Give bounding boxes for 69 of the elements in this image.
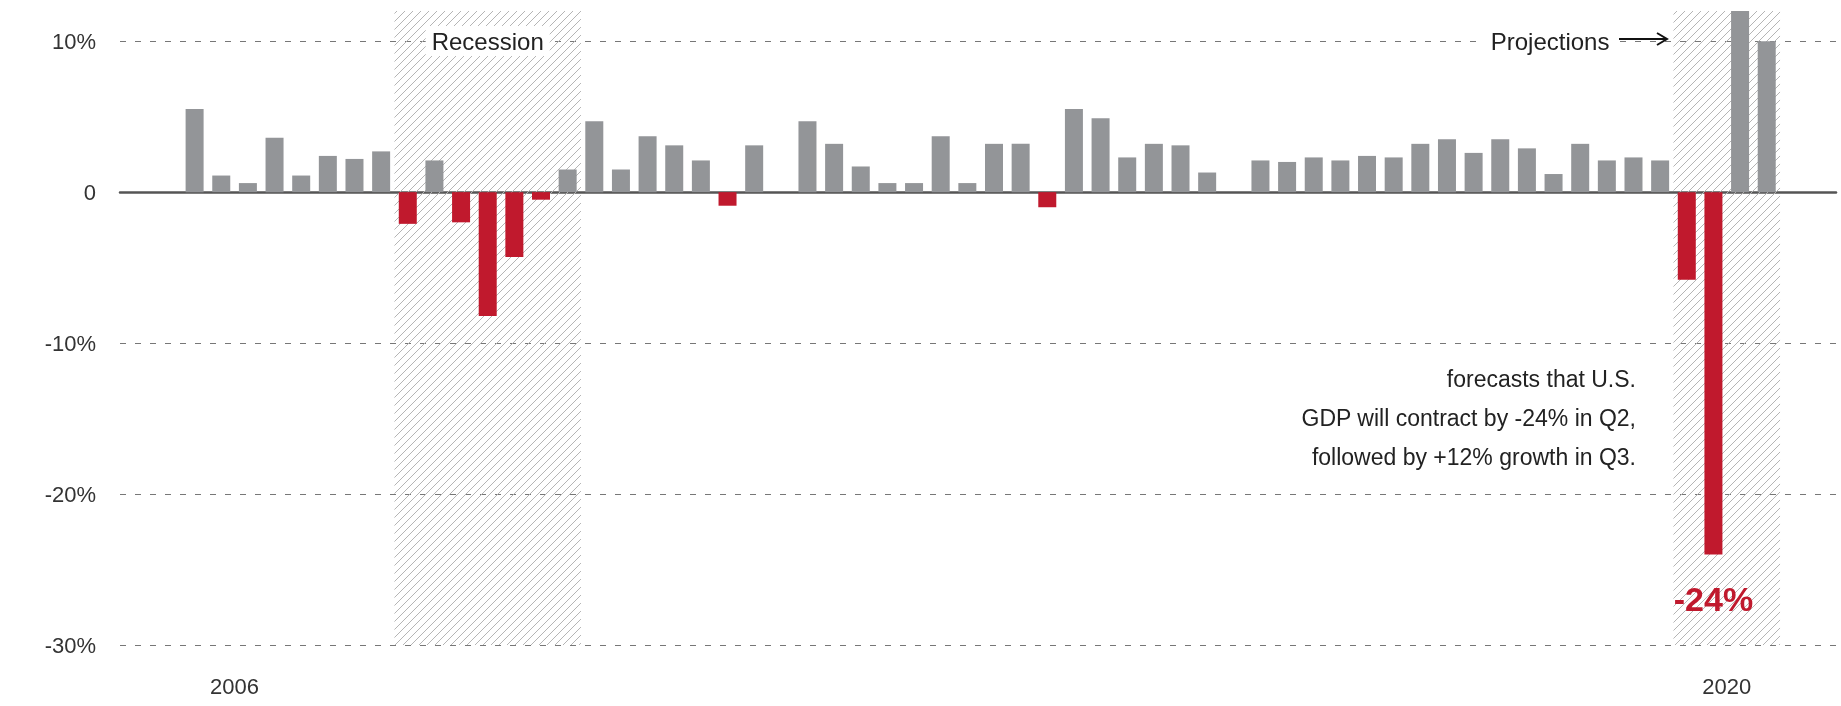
band-label: Projections <box>1490 27 1610 55</box>
bar <box>1358 155 1377 193</box>
bar <box>425 160 444 193</box>
bar <box>1677 192 1696 280</box>
bar <box>1651 160 1670 193</box>
bar <box>318 155 337 193</box>
bar <box>505 192 524 258</box>
y-tick-label: 10% <box>51 28 96 54</box>
bar <box>931 136 950 193</box>
bar <box>878 183 897 193</box>
y-tick-label: -10% <box>44 330 96 356</box>
bar <box>851 166 870 193</box>
bar <box>478 192 497 316</box>
bar <box>452 192 471 223</box>
bar <box>1544 174 1563 193</box>
bar <box>1038 192 1057 208</box>
bar <box>665 145 684 193</box>
bar <box>718 192 737 206</box>
bar <box>1384 157 1403 193</box>
y-tick-label: -20% <box>44 481 96 507</box>
bar <box>1597 160 1616 193</box>
bar <box>1757 41 1776 193</box>
bar <box>1437 139 1456 193</box>
annotation: forecasts that U.S. GDP will contract by -24% in Q2, followed by +12% growth in Q3. <box>1301 366 1636 470</box>
bar <box>1144 143 1163 193</box>
bar <box>745 145 764 193</box>
bar <box>265 137 284 193</box>
bar <box>1251 160 1270 193</box>
bar <box>958 183 977 193</box>
bar <box>905 183 924 193</box>
bar <box>1278 161 1297 193</box>
bar <box>798 121 817 193</box>
bar <box>1411 143 1430 193</box>
bar <box>825 143 844 193</box>
bar <box>1731 11 1750 193</box>
data-label: -24% <box>1673 580 1754 619</box>
x-tick-label: 2020 <box>1702 673 1752 699</box>
bar <box>185 109 204 193</box>
bar <box>292 175 311 193</box>
bar <box>1331 160 1350 193</box>
bar <box>345 158 364 193</box>
bar <box>1198 172 1217 193</box>
bar <box>1171 145 1190 193</box>
bar <box>398 192 417 224</box>
bar <box>585 121 604 193</box>
bar <box>558 169 577 193</box>
bar <box>1011 143 1030 193</box>
bar <box>372 151 391 193</box>
bar <box>691 160 710 193</box>
bar <box>1064 109 1083 193</box>
bar <box>638 136 657 193</box>
bar <box>1304 157 1323 193</box>
bar <box>1091 118 1110 193</box>
x-tick-label: 2006 <box>210 673 260 699</box>
bar <box>611 169 630 193</box>
bar <box>532 192 551 200</box>
bar <box>1704 192 1723 555</box>
bar <box>238 183 257 193</box>
bar <box>1517 148 1536 193</box>
bar <box>1571 143 1590 193</box>
bar <box>1464 152 1483 193</box>
bar <box>212 175 231 193</box>
y-tick-label: 0 <box>83 179 96 205</box>
bar <box>1491 139 1510 193</box>
band-label: Recession <box>431 27 544 55</box>
bar <box>1118 157 1137 193</box>
bar <box>984 143 1003 193</box>
y-tick-label: -30% <box>44 632 96 658</box>
bar <box>1624 157 1643 193</box>
